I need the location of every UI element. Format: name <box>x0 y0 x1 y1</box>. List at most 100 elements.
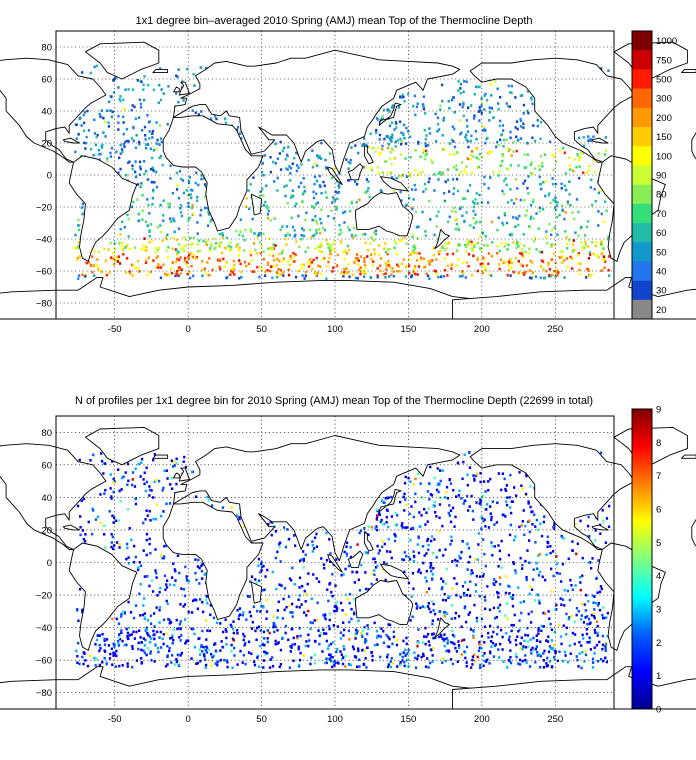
data-bin <box>143 612 146 615</box>
data-bin <box>153 612 156 615</box>
data-bin <box>105 273 108 277</box>
data-bin <box>450 641 453 644</box>
data-bin <box>471 571 474 575</box>
data-bin <box>300 238 303 241</box>
data-bin <box>320 250 323 254</box>
data-bin <box>353 226 356 230</box>
data-bin <box>262 643 265 647</box>
data-bin <box>103 533 106 536</box>
data-bin <box>446 264 449 268</box>
data-bin <box>555 603 558 607</box>
data-bin <box>76 246 79 249</box>
data-bin <box>449 153 452 156</box>
data-bin <box>79 526 82 529</box>
data-bin <box>512 216 515 219</box>
data-bin <box>511 261 514 265</box>
data-bin <box>144 138 147 141</box>
data-bin <box>527 192 530 195</box>
data-bin <box>534 167 537 170</box>
data-bin <box>501 221 504 225</box>
data-bin <box>475 616 478 620</box>
data-bin <box>453 127 456 131</box>
data-bin <box>515 149 518 153</box>
data-bin <box>235 229 238 233</box>
data-bin <box>523 166 526 169</box>
data-bin <box>231 270 234 274</box>
data-bin <box>169 177 172 180</box>
data-bin <box>601 613 604 617</box>
data-bin <box>579 576 582 579</box>
data-bin <box>474 213 477 216</box>
data-bin <box>530 648 533 652</box>
data-bin <box>438 610 441 613</box>
data-bin <box>536 119 539 122</box>
data-bin <box>190 657 193 660</box>
data-bin <box>511 604 515 608</box>
data-bin <box>528 530 531 534</box>
data-bin <box>307 633 310 637</box>
data-bin <box>538 599 541 602</box>
data-bin <box>441 469 444 472</box>
data-bin <box>393 240 397 243</box>
data-bin <box>245 197 248 200</box>
colorbar-segment <box>632 50 652 70</box>
data-bin <box>592 661 595 664</box>
data-bin <box>507 264 510 267</box>
data-bin <box>550 228 554 232</box>
data-bin <box>470 666 473 669</box>
data-bin <box>175 171 178 175</box>
data-bin <box>532 568 535 571</box>
data-bin <box>443 191 446 195</box>
data-bin <box>160 140 163 144</box>
data-bin <box>322 628 325 631</box>
data-bin <box>123 145 126 148</box>
data-bin <box>312 206 315 210</box>
data-bin <box>553 226 556 229</box>
colorbar-frame <box>631 408 653 710</box>
data-bin <box>219 622 222 625</box>
data-bin <box>175 74 178 78</box>
data-bin <box>409 619 412 622</box>
data-bin <box>422 190 425 193</box>
data-bin <box>276 642 279 645</box>
data-bin <box>444 242 448 245</box>
data-bin <box>477 110 480 113</box>
data-bin <box>248 595 251 599</box>
data-bin <box>260 245 263 248</box>
data-bin <box>122 132 125 136</box>
data-bin <box>100 270 104 274</box>
data-bin <box>119 233 122 236</box>
data-bin <box>315 577 318 580</box>
data-bin <box>502 138 506 142</box>
data-bin <box>302 559 305 562</box>
data-bin <box>599 451 603 455</box>
landmass <box>250 581 263 604</box>
data-bin <box>535 561 538 565</box>
data-bin <box>146 632 149 635</box>
data-bin <box>139 106 143 109</box>
data-bin <box>382 629 385 633</box>
data-bin <box>290 627 293 631</box>
data-bin <box>254 248 257 252</box>
data-bin <box>465 261 469 264</box>
data-bin <box>114 519 118 523</box>
data-bin <box>176 184 179 188</box>
colorbar-label: 1 <box>656 671 661 682</box>
data-bin <box>440 635 443 638</box>
data-bin <box>463 80 466 83</box>
data-bin <box>129 272 132 275</box>
data-bin <box>335 601 338 604</box>
data-bin <box>137 116 141 119</box>
data-bin <box>417 472 420 476</box>
data-bin <box>257 557 261 561</box>
data-bin <box>438 530 441 533</box>
data-bin <box>463 650 466 653</box>
data-bin <box>544 578 547 582</box>
data-bin <box>327 260 330 264</box>
data-bin <box>600 269 603 272</box>
data-bin <box>134 604 138 607</box>
data-bin <box>424 234 427 237</box>
data-bin <box>183 455 186 459</box>
data-bin <box>261 187 264 191</box>
data-bin <box>515 494 518 497</box>
